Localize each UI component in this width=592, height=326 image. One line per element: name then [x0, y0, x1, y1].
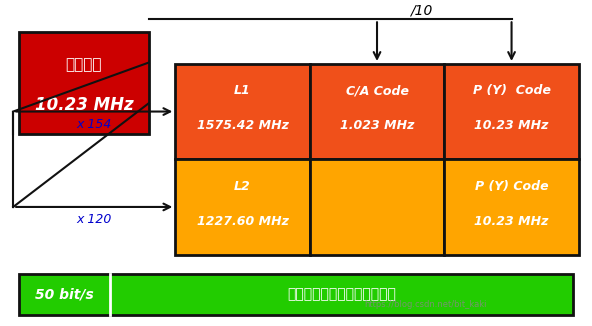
Text: 1.023 MHz: 1.023 MHz — [340, 119, 414, 132]
Text: 1575.42 MHz: 1575.42 MHz — [197, 119, 288, 132]
Text: /10: /10 — [410, 4, 432, 18]
Text: L2: L2 — [234, 180, 251, 193]
Text: C/A Code: C/A Code — [346, 84, 408, 97]
Text: 50 bit/s: 50 bit/s — [36, 288, 94, 302]
Bar — [310, 64, 444, 159]
Bar — [175, 159, 310, 255]
Bar — [19, 32, 149, 134]
Bar — [175, 64, 310, 159]
Text: 10.23 MHz: 10.23 MHz — [474, 215, 549, 228]
Text: 基准频率: 基准频率 — [66, 57, 102, 72]
Text: L1: L1 — [234, 84, 251, 97]
Text: P (Y)  Code: P (Y) Code — [472, 84, 551, 97]
Bar — [444, 159, 579, 255]
Bar — [310, 159, 444, 255]
Text: 10.23 MHz: 10.23 MHz — [474, 119, 549, 132]
Text: 1227.60 MHz: 1227.60 MHz — [197, 215, 288, 228]
Text: https://blog.csdn.net/bit_kaki: https://blog.csdn.net/bit_kaki — [365, 300, 487, 309]
Bar — [444, 64, 579, 159]
Text: x 120: x 120 — [76, 213, 112, 226]
Text: P (Y) Code: P (Y) Code — [475, 180, 548, 193]
Text: 10.23 MHz: 10.23 MHz — [34, 96, 133, 114]
Text: 卫星信息（状态信息和星历）: 卫星信息（状态信息和星历） — [287, 288, 396, 302]
Bar — [19, 274, 573, 315]
Text: x 154: x 154 — [76, 118, 112, 131]
